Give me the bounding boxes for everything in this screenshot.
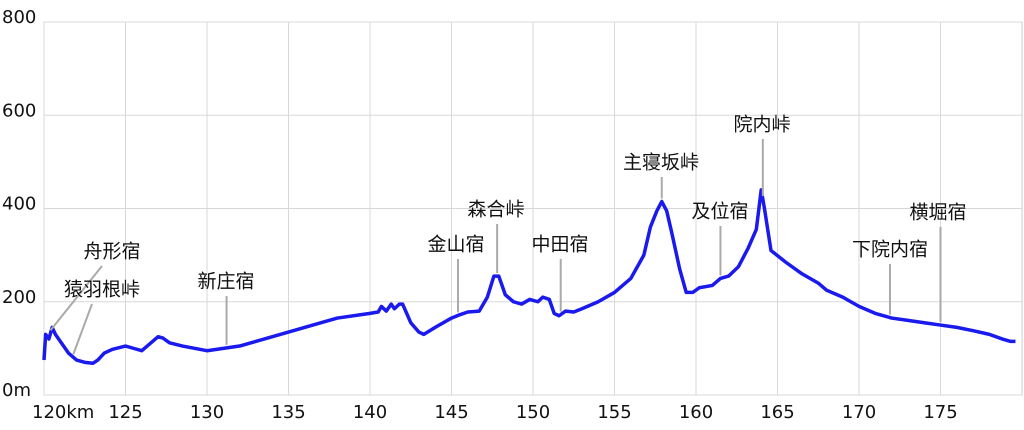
annotation-label: 舟形宿	[83, 241, 140, 263]
annotation-leader	[49, 265, 103, 331]
x-tick-label: 170	[842, 402, 876, 423]
x-tick-label: 130	[190, 402, 224, 423]
annotation-label: 森合峠	[467, 199, 524, 221]
x-tick-label: 150	[516, 402, 550, 423]
x-tick-label: 165	[760, 402, 794, 423]
elevation-line	[42, 188, 1016, 366]
x-tick-label: 145	[434, 402, 468, 423]
annotation-label: 下院内宿	[852, 239, 928, 261]
x-tick-label: 135	[271, 402, 305, 423]
annotation-label: 及位宿	[691, 201, 748, 223]
annotation-label: 新庄宿	[197, 271, 254, 293]
annotation-label: 主寝坂峠	[623, 152, 699, 174]
x-tick-label: 155	[597, 402, 631, 423]
x-tick-label: 160	[679, 402, 713, 423]
x-tick-label: 175	[923, 402, 957, 423]
x-tick-label: 140	[353, 402, 387, 423]
x-tick-label: 125	[108, 402, 142, 423]
x-tick-label: 120km	[32, 402, 94, 423]
annotation-label: 中田宿	[531, 234, 588, 256]
y-tick-label: 400	[2, 194, 36, 215]
y-tick-label: 600	[2, 100, 36, 121]
annotation-label: 猿羽根峠	[64, 279, 140, 301]
annotation-label: 院内峠	[733, 114, 790, 136]
annotation-label: 金山宿	[427, 234, 484, 256]
annotation-leader	[72, 303, 93, 355]
y-tick-label: 0m	[2, 380, 31, 401]
annotation-label: 横堀宿	[909, 202, 966, 224]
y-tick-label: 800	[2, 7, 36, 28]
y-tick-label: 200	[2, 287, 36, 308]
